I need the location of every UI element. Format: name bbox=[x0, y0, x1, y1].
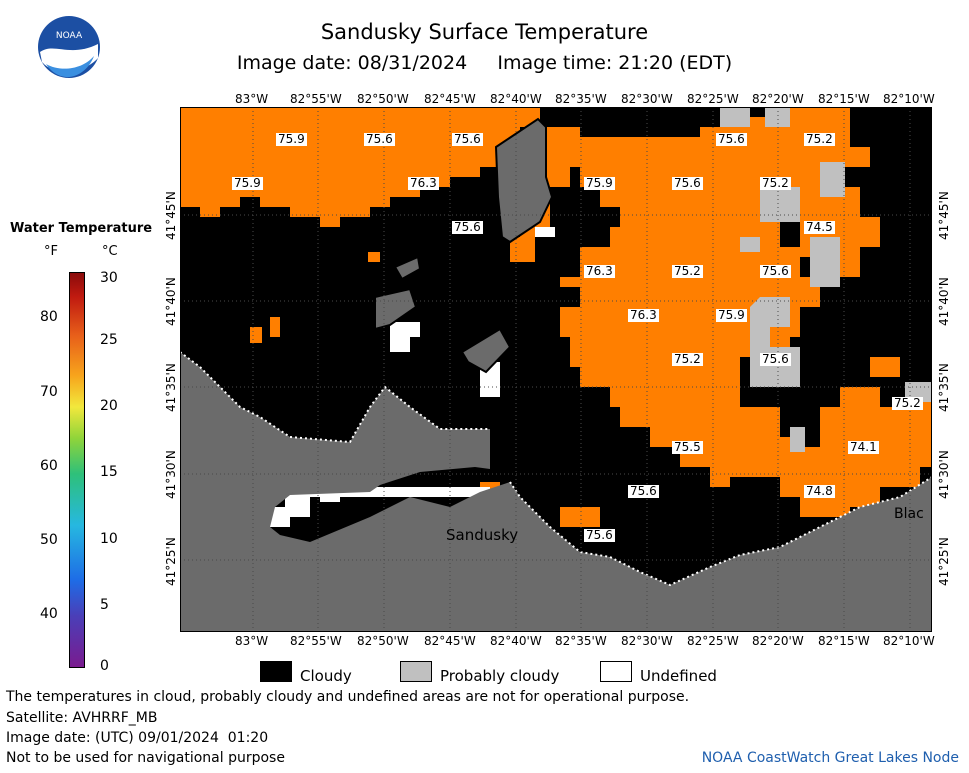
temperature-label: 75.5 bbox=[672, 440, 703, 454]
temperature-label: 74.8 bbox=[804, 484, 835, 498]
temperature-label: 75.9 bbox=[716, 308, 747, 322]
lon-label-bottom: 82°30'W bbox=[621, 634, 673, 648]
temperature-label: 76.3 bbox=[408, 176, 439, 190]
temperature-label: 74.1 bbox=[848, 440, 879, 454]
undefined-swatch bbox=[600, 661, 632, 682]
temperature-label: 75.2 bbox=[672, 352, 703, 366]
satellite-text: Satellite: AVHRRF_MB bbox=[6, 710, 158, 726]
temperature-label: 75.6 bbox=[452, 220, 483, 234]
lon-label-top: 82°20'W bbox=[752, 92, 804, 106]
lat-label-left: 41°40'N bbox=[164, 277, 178, 326]
lon-label-top: 82°40'W bbox=[490, 92, 542, 106]
temperature-label: 76.3 bbox=[584, 264, 615, 278]
city-label-edge: Blac bbox=[894, 506, 924, 522]
image-date-time: Image date: 08/31/2024 Image time: 21:20… bbox=[236, 52, 733, 74]
lat-label-right: 41°35'N bbox=[937, 363, 951, 412]
lon-label-bottom: 82°10'W bbox=[883, 634, 935, 648]
lon-label-top: 82°55'W bbox=[290, 92, 342, 106]
undefined-label: Undefined bbox=[640, 667, 717, 685]
c-tick: 5 bbox=[100, 597, 109, 613]
noaa-logo-text: NOAA bbox=[56, 31, 83, 41]
undefined-area bbox=[270, 227, 555, 527]
c-tick: 30 bbox=[100, 270, 118, 286]
navigation-warning: Not to be used for navigational purpose bbox=[6, 750, 285, 766]
utc-date-text: Image date: (UTC) 09/01/2024 01:20 bbox=[6, 730, 269, 746]
legend-title: Water Temperature bbox=[10, 221, 153, 236]
lon-label-bottom: 82°40'W bbox=[490, 634, 542, 648]
lat-label-right: 41°45'N bbox=[937, 191, 951, 240]
city-label-sandusky: Sandusky bbox=[446, 526, 519, 544]
lat-lon-grid bbox=[180, 107, 932, 632]
map-title: Sandusky Surface Temperature bbox=[320, 20, 649, 44]
f-tick: 60 bbox=[40, 458, 58, 474]
temperature-label: 75.2 bbox=[892, 396, 923, 410]
map-frame bbox=[180, 107, 932, 632]
c-tick: 0 bbox=[100, 658, 109, 674]
unit-fahrenheit: °F bbox=[44, 244, 58, 259]
lat-label-right: 41°40'N bbox=[937, 277, 951, 326]
disclaimer-text: The temperatures in cloud, probably clou… bbox=[6, 689, 690, 705]
c-tick: 10 bbox=[100, 531, 118, 547]
cloudy-swatch bbox=[260, 661, 292, 682]
f-tick: 70 bbox=[40, 384, 58, 400]
temperature-label: 75.6 bbox=[672, 176, 703, 190]
temperature-label: 75.2 bbox=[804, 132, 835, 146]
c-tick: 15 bbox=[100, 464, 118, 480]
lon-label-top: 83°W bbox=[235, 92, 269, 106]
lat-label-left: 41°35'N bbox=[164, 363, 178, 412]
temperature-label: 75.6 bbox=[364, 132, 395, 146]
lat-label-left: 41°30'N bbox=[164, 450, 178, 499]
lon-label-bottom: 82°35'W bbox=[555, 634, 607, 648]
lat-label-right: 41°30'N bbox=[937, 450, 951, 499]
unit-celsius: °C bbox=[102, 244, 118, 259]
shoreline bbox=[180, 351, 932, 587]
temperature-label: 75.6 bbox=[760, 352, 791, 366]
lon-label-top: 82°30'W bbox=[621, 92, 673, 106]
c-tick: 20 bbox=[100, 398, 118, 414]
land-area bbox=[180, 352, 932, 632]
temperature-label: 74.5 bbox=[804, 220, 835, 234]
lon-label-top: 82°35'W bbox=[555, 92, 607, 106]
noaa-logo-icon: NOAA bbox=[38, 16, 100, 78]
f-tick: 40 bbox=[40, 606, 58, 622]
probably-cloudy-label: Probably cloudy bbox=[440, 667, 560, 685]
lon-label-bottom: 82°50'W bbox=[357, 634, 409, 648]
temperature-label: 75.2 bbox=[672, 264, 703, 278]
temperature-map bbox=[180, 107, 932, 632]
f-tick: 50 bbox=[40, 532, 58, 548]
lon-label-bottom: 83°W bbox=[235, 634, 269, 648]
temperature-label: 75.6 bbox=[628, 484, 659, 498]
temperature-label: 75.6 bbox=[716, 132, 747, 146]
lon-label-bottom: 82°55'W bbox=[290, 634, 342, 648]
lon-label-bottom: 82°15'W bbox=[818, 634, 870, 648]
island-shapes bbox=[374, 117, 554, 374]
lat-label-left: 41°45'N bbox=[164, 191, 178, 240]
temperature-label: 75.6 bbox=[452, 132, 483, 146]
lon-label-top: 82°45'W bbox=[424, 92, 476, 106]
c-tick: 25 bbox=[100, 332, 118, 348]
lon-label-bottom: 82°25'W bbox=[687, 634, 739, 648]
f-tick: 80 bbox=[40, 309, 58, 325]
credit-link[interactable]: NOAA CoastWatch Great Lakes Node bbox=[701, 750, 959, 766]
lon-label-top: 82°15'W bbox=[818, 92, 870, 106]
temperature-colorbar bbox=[69, 272, 85, 668]
temperature-label: 75.6 bbox=[760, 264, 791, 278]
lon-label-bottom: 82°45'W bbox=[424, 634, 476, 648]
temperature-label: 75.6 bbox=[584, 528, 615, 542]
cloudy-label: Cloudy bbox=[300, 667, 352, 685]
temperature-label: 75.9 bbox=[232, 176, 263, 190]
temperature-label: 76.3 bbox=[628, 308, 659, 322]
lon-label-top: 82°10'W bbox=[883, 92, 935, 106]
lon-label-top: 82°50'W bbox=[357, 92, 409, 106]
lon-label-top: 82°25'W bbox=[687, 92, 739, 106]
temperature-label: 75.2 bbox=[760, 176, 791, 190]
lat-label-left: 41°25'N bbox=[164, 537, 178, 586]
temperature-label: 75.9 bbox=[584, 176, 615, 190]
lat-label-right: 41°25'N bbox=[937, 537, 951, 586]
probably-cloudy-swatch bbox=[400, 661, 432, 682]
temperature-label: 75.9 bbox=[276, 132, 307, 146]
lon-label-bottom: 82°20'W bbox=[752, 634, 804, 648]
